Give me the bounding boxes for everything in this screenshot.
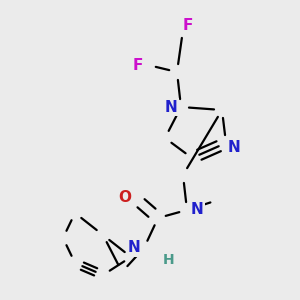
Text: H: H — [163, 253, 175, 267]
Text: F: F — [183, 17, 193, 32]
Text: N: N — [165, 100, 177, 115]
Text: N: N — [128, 241, 140, 256]
Text: F: F — [133, 58, 143, 73]
Text: N: N — [228, 140, 240, 155]
Text: O: O — [118, 190, 131, 206]
Text: N: N — [190, 202, 203, 217]
